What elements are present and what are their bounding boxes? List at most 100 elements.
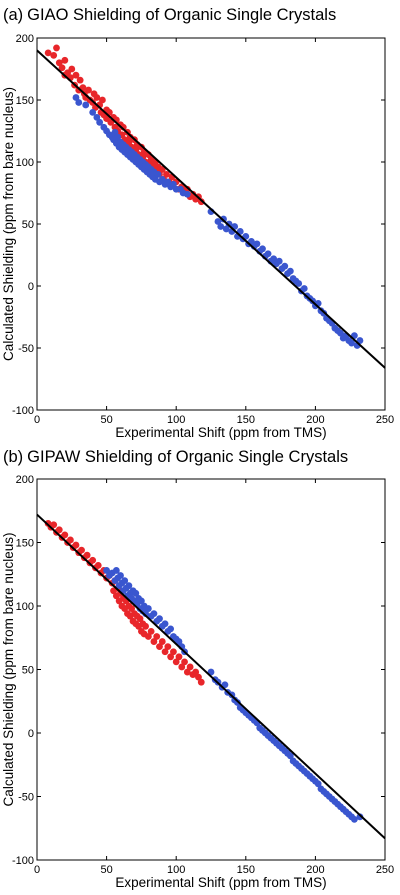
y-tick-label: 150 [16,538,34,550]
x-tick-label: 200 [306,414,324,426]
data-point [275,257,283,265]
data-point [253,240,261,248]
data-point [170,180,177,188]
data-point [132,589,140,597]
data-point [153,633,161,640]
panel-b: (b) GIPAW Shielding of Organic Single Cry… [0,448,400,895]
data-point [158,166,166,173]
data-point [259,245,266,253]
data-point [154,171,162,178]
y-axis-label: Calculated Shielding (ppm from bare nucl… [1,533,16,807]
data-point [53,44,60,52]
data-point [158,638,166,645]
data-point [170,648,177,656]
data-point [167,625,175,633]
data-point [150,610,158,618]
data-point [197,678,205,686]
panel-label: (a) [3,6,23,24]
data-point [161,648,169,656]
data-point [175,638,183,645]
data-point [156,643,163,651]
data-point [119,123,127,131]
x-tick-label: 250 [376,864,394,876]
y-tick-label: -100 [12,405,34,417]
chart-title-text: GIPAW Shielding of Organic Single Crysta… [27,448,348,466]
x-axis-label: Experimental Shift (ppm from TMS) [115,875,326,890]
data-point [82,101,90,109]
data-point [79,84,87,91]
data-point [172,658,180,666]
data-point [156,615,163,623]
y-tick-label: -50 [18,792,34,804]
data-point [55,526,63,534]
y-tick-label: 0 [28,728,34,740]
data-point [85,86,92,94]
data-point [136,615,144,623]
chart-a: (a) GIAO Shielding of Organic Single Crys… [1,6,394,440]
data-point [183,668,191,676]
x-tick-label: 0 [34,414,40,426]
plot-frame [36,37,386,411]
data-point [217,223,225,230]
data-point [195,673,202,681]
data-point [300,285,308,292]
data-point [314,780,322,788]
data-point [72,94,80,101]
data-point [99,96,106,104]
x-tick-label: 200 [306,864,324,876]
y-tick-label: -50 [18,343,34,355]
data-point [111,128,119,136]
data-point [89,556,97,564]
x-tick-label: 50 [100,864,112,876]
chart-title: (b) GIPAW Shielding of Organic Single Cry… [3,448,348,466]
y-tick-label: 50 [22,665,34,677]
data-point [192,668,200,676]
data-point [158,175,166,183]
data-point [67,536,74,544]
data-point [150,638,158,645]
panel-label: (b) [3,448,23,466]
data-point [114,133,122,141]
data-point [356,813,364,821]
y-tick-label: 200 [16,33,34,45]
data-point [83,551,91,559]
data-point [286,752,294,760]
y-tick-label: 200 [16,474,34,486]
y-tick-label: 50 [22,219,34,231]
data-point [117,572,124,579]
data-point [72,71,80,79]
data-point [72,541,80,549]
x-axis-label: Experimental Shift (ppm from TMS) [115,425,326,440]
data-point [225,220,233,228]
data-point [61,531,69,539]
data-point [286,267,294,275]
data-point [220,215,227,223]
fit-line [36,513,386,840]
data-point [78,546,85,554]
data-point [161,620,169,628]
data-point [270,255,278,263]
y-tick-label: -100 [12,855,34,867]
data-point [121,577,129,584]
x-tick-label: 150 [237,864,255,876]
x-tick-label: 150 [237,414,255,426]
series-blue [103,567,364,823]
fit-line [36,49,386,369]
data-point [183,190,191,198]
data-point [167,653,175,661]
data-point [295,280,303,287]
panel-a: (a) GIAO Shielding of Organic Single Crys… [1,6,394,440]
chart-title: (a) GIAO Shielding of Organic Single Crys… [3,6,336,24]
data-point [103,567,110,574]
data-point [142,622,149,630]
y-tick-label: 150 [16,95,34,107]
data-point [58,64,66,72]
data-point [175,653,183,661]
y-tick-label: 100 [16,157,34,169]
data-point [163,171,170,178]
data-point [44,49,52,57]
x-tick-label: 0 [34,864,40,876]
data-point [178,663,186,671]
data-point [112,567,120,574]
chart-b: (b) GIPAW Shielding of Organic Single Cry… [1,448,394,890]
